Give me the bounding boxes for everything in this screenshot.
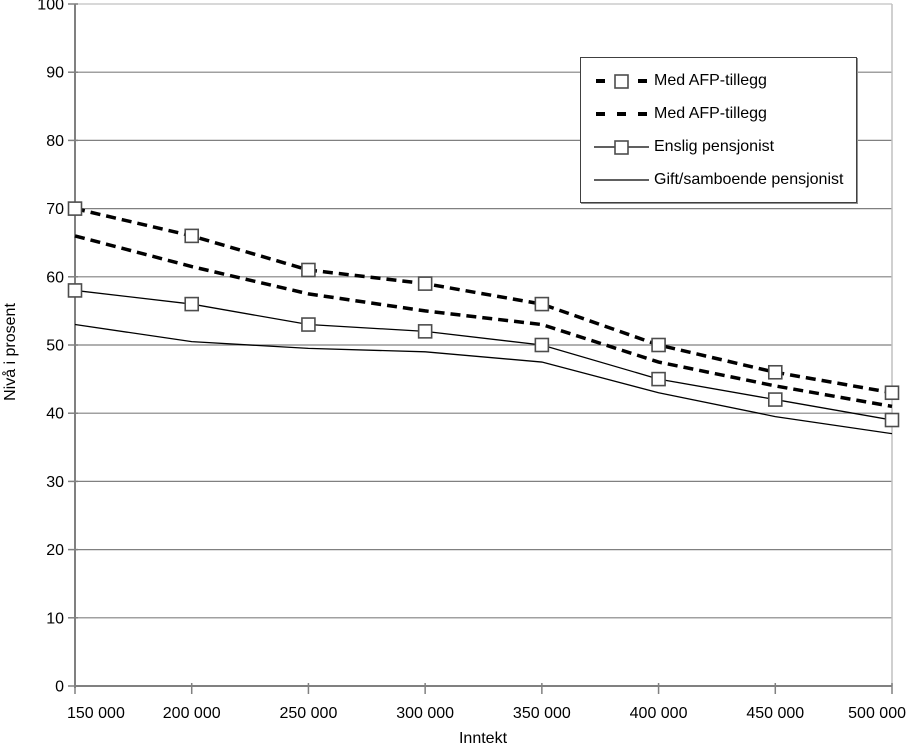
y-axis-tick-label: 70 bbox=[46, 201, 64, 218]
x-axis-tick-label: 500 000 bbox=[848, 705, 906, 722]
data-point-marker bbox=[67, 201, 83, 216]
legend: Med AFP-tillegg Med AFP-tillegg Enslig p… bbox=[580, 57, 857, 203]
legend-label: Gift/samboende pensjonist bbox=[654, 170, 844, 188]
data-point-marker bbox=[184, 296, 200, 312]
y-axis-title: Nivå i prosent bbox=[2, 303, 19, 401]
y-axis-tick-label: 100 bbox=[37, 0, 64, 14]
x-axis-tick-label: 200 000 bbox=[163, 705, 221, 722]
y-axis-tick-label: 60 bbox=[46, 269, 64, 286]
data-point-marker bbox=[184, 228, 200, 244]
series-line-3 bbox=[74, 323, 893, 435]
legend-thin-line-icon bbox=[594, 178, 649, 181]
data-point-marker bbox=[651, 337, 666, 353]
legend-label: Enslig pensjonist bbox=[654, 137, 775, 155]
x-axis-tick-label: 450 000 bbox=[746, 705, 804, 722]
data-point-marker bbox=[651, 371, 666, 387]
y-axis-tick-label: 40 bbox=[46, 406, 64, 423]
x-axis-tick-label: 350 000 bbox=[513, 705, 571, 722]
legend-thin-line-with-square-marker-icon bbox=[594, 139, 649, 155]
legend-dashed-line-icon bbox=[596, 111, 647, 116]
y-axis-tick-label: 10 bbox=[46, 610, 64, 627]
legend-label: Med AFP-tillegg bbox=[654, 104, 767, 122]
data-point-marker bbox=[534, 337, 550, 353]
y-axis-tick-label: 80 bbox=[46, 133, 64, 150]
legend-label: Med AFP-tillegg bbox=[654, 71, 767, 89]
y-axis-tick-label: 90 bbox=[46, 65, 64, 82]
y-axis-tick-label: 50 bbox=[46, 338, 64, 355]
y-axis-tick-label: 0 bbox=[55, 679, 64, 696]
data-point-marker bbox=[301, 262, 316, 278]
y-axis-tick-label: 30 bbox=[46, 474, 64, 491]
data-point-marker bbox=[67, 283, 83, 298]
data-point-marker bbox=[534, 296, 550, 312]
data-point-marker bbox=[417, 324, 433, 339]
legend-dashed-line-with-square-marker-icon bbox=[596, 73, 647, 89]
series-line-1 bbox=[74, 234, 893, 409]
legend-item: Med AFP-tillegg bbox=[594, 105, 852, 123]
data-point-marker bbox=[417, 276, 433, 291]
x-axis-title: Inntekt bbox=[458, 730, 508, 747]
series-line-2 bbox=[74, 289, 893, 421]
y-axis-tick-label: 20 bbox=[46, 542, 64, 559]
data-point-marker bbox=[884, 412, 900, 428]
x-axis-tick-label: 300 000 bbox=[396, 705, 454, 722]
data-point-marker bbox=[767, 364, 783, 380]
x-axis-tick-label: 150 000 bbox=[67, 705, 125, 722]
x-axis-tick-label: 250 000 bbox=[280, 705, 338, 722]
data-point-marker bbox=[301, 317, 316, 332]
data-point-marker bbox=[767, 392, 783, 407]
legend-item: Enslig pensjonist bbox=[594, 138, 852, 156]
data-point-marker bbox=[884, 385, 900, 401]
series-line-0 bbox=[74, 206, 893, 395]
legend-item: Med AFP-tillegg bbox=[594, 72, 852, 90]
legend-item: Gift/samboende pensjonist bbox=[594, 171, 852, 189]
x-axis-tick-label: 400 000 bbox=[630, 705, 688, 722]
